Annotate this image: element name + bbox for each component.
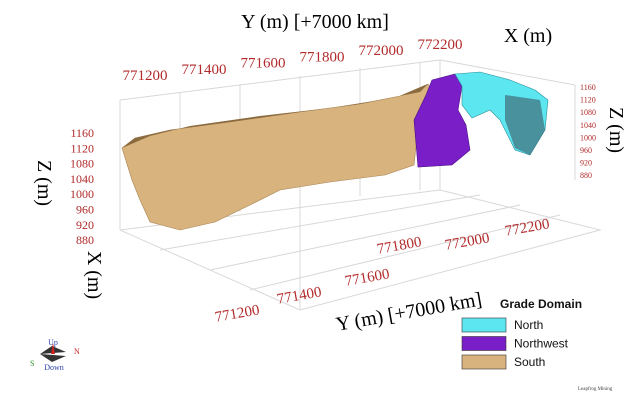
compass-up: Up [48,338,58,347]
legend-label: North [514,318,543,332]
y-tick-label: 771400 [182,62,227,78]
z-tick-label: 920 [76,218,94,232]
south-body [121,83,433,231]
z-tick-label: 1000 [580,133,596,142]
legend-label: Northwest [514,337,569,351]
x-axis-title: X (m) [504,25,552,47]
legend-title: Grade Domain [500,297,582,311]
y-tick-label: 772000 [359,43,404,59]
compass-down: Down [44,363,64,372]
legend-swatch [461,354,507,370]
z-axis-title: Z (m) [33,160,55,206]
y-tick-label: 771600 [344,266,391,290]
z-tick-label: 1080 [70,157,94,171]
z-tick-label: 1040 [580,121,596,130]
z-tick-label: 920 [580,159,592,168]
compass-arrow [40,346,66,362]
credit: Leapfrog Mining [578,387,613,392]
legend-swatch [461,317,507,333]
z-tick-label: 960 [76,203,94,217]
legend-swatch [461,336,507,351]
z-tick-label: 1080 [580,108,596,117]
z-tick-label: 1000 [70,187,94,201]
compass-north: N [74,347,80,356]
z-tick-label: 880 [76,233,94,247]
z-tick-label: 1120 [580,96,596,105]
y-tick-label: 772200 [504,216,551,240]
y-axis-title: Y (m) [+7000 km] [241,11,389,33]
y-tick-label: 772000 [444,230,491,254]
y-tick-label: 771800 [300,49,345,65]
north-shadow [505,95,545,155]
z-tick-label: 1160 [70,126,94,140]
compass-south: S [30,359,34,368]
z-tick-label: 1040 [70,172,94,186]
legend-label: South [514,355,545,369]
y-tick-label: 772200 [418,37,463,53]
x-axis-title: X (m) [83,251,105,299]
y-tick-label: 771200 [123,68,168,84]
y-tick-label: 771600 [241,56,286,72]
y-tick-label: 771200 [214,302,261,326]
z-tick-label: 1160 [580,83,596,92]
compass-arrow [51,343,55,354]
z-tick-label: 960 [580,146,592,155]
z-axis-title: Z (m) [605,107,627,153]
z-tick-label: 1120 [70,141,94,155]
y-tick-label: 771800 [376,234,423,258]
y-tick-label: 771400 [276,284,323,308]
z-tick-label: 880 [580,171,592,180]
